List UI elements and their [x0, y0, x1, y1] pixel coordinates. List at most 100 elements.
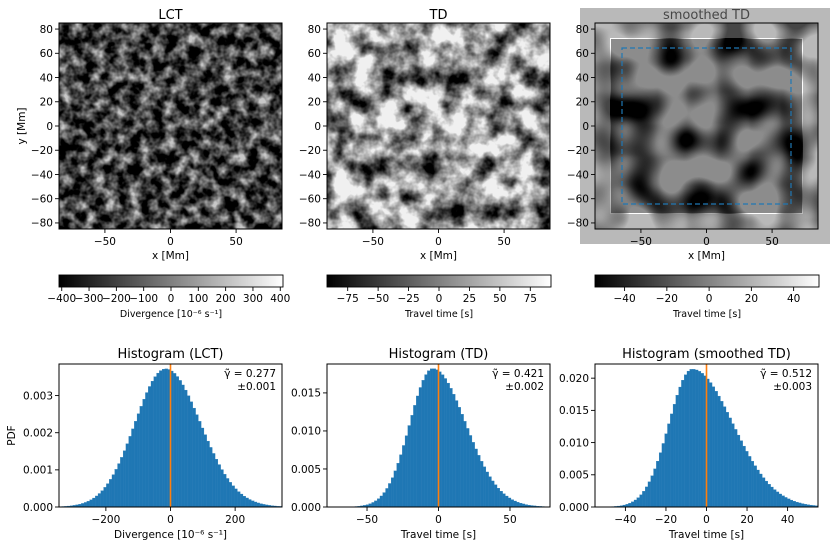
- histogram-bar: [385, 488, 389, 508]
- colorbar-tick-label: 20: [745, 293, 758, 305]
- colorbar-3: −40 −20 0 20 40 Travel time [s]: [594, 274, 820, 320]
- histogram-bar: [480, 461, 484, 508]
- histogram-xlabel: Divergence [10⁻⁶ s⁻¹]: [114, 529, 227, 541]
- x-tick-label: −20: [655, 514, 677, 526]
- colorbar-tick-label: −50: [367, 293, 389, 305]
- y-tick-label: −40: [567, 169, 589, 181]
- histogram-bar: [446, 382, 450, 508]
- histogram-bar: [136, 413, 140, 508]
- histogram-bar: [449, 388, 453, 508]
- histogram-bar: [421, 380, 425, 508]
- histogram-bar: [452, 394, 456, 508]
- skewness-value: γ̃ = 0.512: [760, 368, 812, 380]
- map-xlabel: x [Mm]: [688, 250, 725, 262]
- histogram-bar: [684, 374, 688, 508]
- y-tick-label: −80: [31, 218, 53, 230]
- y-tick-label: 20: [40, 97, 53, 109]
- histogram-bar: [128, 436, 132, 508]
- skewness-error: ±0.002: [505, 381, 544, 393]
- histogram-bar: [792, 501, 796, 508]
- histogram-bar: [382, 492, 386, 508]
- skewness-error: ±0.001: [237, 381, 276, 393]
- histogram-bar: [482, 466, 487, 508]
- histogram-bar: [220, 469, 224, 508]
- colorbar-tick-label: −40: [613, 293, 635, 305]
- histogram-bar: [499, 491, 503, 508]
- x-tick-label: 0: [167, 514, 174, 526]
- histogram-bar: [162, 369, 166, 508]
- colorbar-tick-label: 100: [188, 293, 208, 305]
- histogram-bar: [120, 457, 124, 508]
- histogram-bar: [231, 485, 235, 508]
- y-tick-label: 60: [308, 48, 321, 60]
- histogram-bar: [184, 389, 188, 508]
- histogram-bar: [139, 406, 143, 508]
- histogram-bar: [83, 502, 88, 508]
- colorbar-tick-label: −100: [129, 293, 158, 305]
- histogram-bar: [427, 370, 431, 508]
- histogram-bars: [58, 368, 283, 508]
- histogram-bar: [709, 382, 713, 508]
- colorbar-tick-label: −25: [397, 293, 419, 305]
- histogram-bar: [371, 502, 375, 508]
- histogram-bar: [686, 370, 690, 508]
- colorbar-tick-label: −20: [656, 293, 678, 305]
- histogram-bar: [656, 461, 660, 508]
- histogram-bar: [692, 369, 696, 508]
- map-image-texture: [595, 23, 818, 229]
- histogram-title: Histogram (LCT): [118, 347, 224, 362]
- histogram-bar: [153, 376, 157, 508]
- y-tick-label: −20: [567, 145, 589, 157]
- x-tick-label: −40: [614, 514, 636, 526]
- histogram-bar: [379, 495, 383, 508]
- colorbar-tick-label: 40: [787, 293, 800, 305]
- y-tick-label: −80: [299, 218, 321, 230]
- histogram-bar: [502, 493, 506, 508]
- histogram-bar: [801, 503, 805, 508]
- histogram-bar: [773, 489, 777, 508]
- histogram-bar: [784, 497, 788, 508]
- histogram-bar: [471, 442, 475, 508]
- histogram-bar: [647, 481, 651, 508]
- map-title: TD: [429, 8, 448, 23]
- histogram-bar: [203, 434, 207, 508]
- histogram-ylabel: PDF: [6, 425, 18, 445]
- histogram-bar: [469, 435, 473, 508]
- histogram-bar: [739, 440, 743, 508]
- colorbar-gradient: [58, 274, 284, 288]
- y-tick-label: 0.001: [23, 465, 53, 477]
- histogram-bar: [192, 407, 196, 508]
- map-image-texture: [59, 23, 282, 229]
- colorbar-tick-label: 75: [524, 293, 537, 305]
- histogram-bar: [189, 401, 193, 508]
- map-panel-2: TD −50 0 50 80 60 40 20 0 −20 −40 −60 −80 x [Mm]: [299, 8, 551, 262]
- y-tick-label: 0.000: [559, 502, 589, 514]
- histogram-bar: [510, 499, 514, 508]
- histogram-bar: [466, 428, 470, 508]
- histogram-bar: [681, 380, 685, 508]
- histogram-xlabel: Travel time [s]: [400, 529, 476, 541]
- histogram-bar: [711, 386, 715, 508]
- histogram-bar: [505, 495, 509, 508]
- histogram-bar: [457, 407, 461, 508]
- histogram-bar: [670, 413, 674, 508]
- histogram-bar: [407, 425, 411, 508]
- histogram-bar: [723, 406, 727, 508]
- histogram-panel-2: Histogram (TD) −50 0 50 0.000 0.005 0.010 0.015…: [291, 347, 551, 541]
- histogram-bar: [228, 482, 232, 508]
- histogram-bar: [251, 500, 255, 508]
- histogram-bar: [86, 501, 90, 508]
- x-tick-label: 0: [435, 236, 442, 248]
- y-tick-label: −60: [299, 194, 321, 206]
- map-xlabel: x [Mm]: [420, 250, 457, 262]
- histogram-bar: [100, 490, 104, 508]
- histogram-bar: [393, 470, 397, 508]
- histogram-bar: [477, 455, 481, 508]
- histogram-bar: [256, 502, 260, 508]
- x-tick-label: 50: [497, 236, 510, 248]
- histogram-bar: [89, 499, 93, 508]
- histogram-bar: [388, 483, 392, 508]
- histogram-bar: [156, 372, 160, 508]
- histogram-bar: [390, 477, 395, 508]
- x-tick-label: 40: [781, 514, 794, 526]
